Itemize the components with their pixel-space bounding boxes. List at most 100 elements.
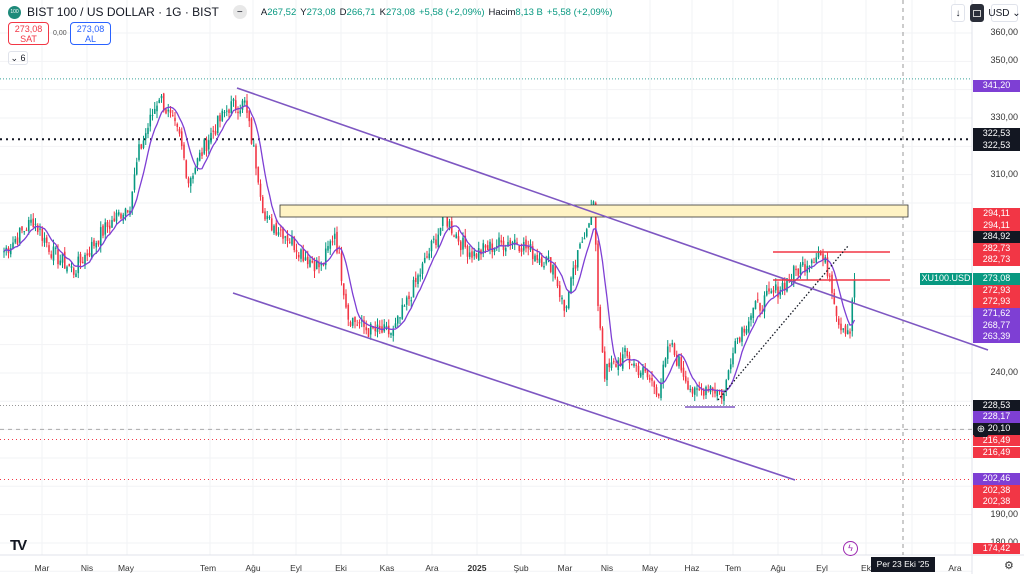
candle <box>662 364 665 383</box>
candle <box>511 242 514 244</box>
candle <box>97 240 100 245</box>
price-label: 282,73 <box>973 254 1020 266</box>
lightning-icon[interactable]: ϟ <box>843 541 858 556</box>
candle <box>72 268 75 275</box>
candle <box>772 290 775 293</box>
candle <box>169 109 172 113</box>
rising-trendline <box>717 245 849 401</box>
symbol-title[interactable]: BIST 100 / US DOLLAR · 1G · BIST <box>27 5 219 19</box>
candle <box>840 323 842 331</box>
candle <box>795 268 797 271</box>
candle <box>736 337 739 339</box>
candle <box>311 261 314 263</box>
collapse-icon[interactable]: − <box>232 5 247 19</box>
candle <box>399 317 401 319</box>
time-tick: Eyl <box>816 563 828 573</box>
candle <box>633 363 635 366</box>
candle <box>45 237 48 243</box>
candle <box>171 115 174 117</box>
candle <box>588 223 590 228</box>
candle <box>545 257 548 264</box>
candle <box>732 353 734 365</box>
candle <box>126 210 129 213</box>
sell-button[interactable]: 273,08 SAT <box>8 22 49 45</box>
candle <box>477 248 480 261</box>
candle <box>705 386 707 396</box>
candle <box>716 390 719 397</box>
scroll-down-button[interactable]: ↓ <box>951 4 965 22</box>
candle <box>25 229 28 231</box>
add-alert-button[interactable]: ⊕ <box>974 424 988 437</box>
spread-value: 0,00 <box>53 30 67 37</box>
lower-trendline <box>232 292 796 481</box>
candle <box>54 247 57 249</box>
candle <box>579 243 581 249</box>
candle <box>367 328 370 337</box>
tradingview-logo[interactable]: TV <box>10 537 27 554</box>
candle <box>441 213 444 226</box>
candle <box>396 316 399 324</box>
candle <box>518 245 521 251</box>
settings-icon[interactable]: ⚙ <box>1004 560 1014 572</box>
candle <box>516 242 518 245</box>
candle <box>826 257 829 277</box>
candle <box>817 251 820 258</box>
candle <box>250 118 253 144</box>
candle <box>70 266 73 268</box>
candle <box>306 256 309 265</box>
candle <box>221 110 224 121</box>
price-label: 228,53 <box>973 399 1020 412</box>
candle <box>779 290 782 296</box>
candle <box>468 252 471 257</box>
arrow-down-icon: ↓ <box>955 7 961 19</box>
candle <box>691 388 694 394</box>
candle <box>475 253 478 258</box>
candle <box>313 261 316 272</box>
candle <box>842 328 845 330</box>
candle <box>792 266 795 282</box>
candle <box>243 100 246 103</box>
candle <box>471 251 473 258</box>
candle <box>259 183 262 197</box>
candle <box>624 348 626 352</box>
candle <box>167 109 170 112</box>
candle <box>781 282 784 291</box>
candle <box>284 236 287 238</box>
time-tick: Şub <box>513 563 529 573</box>
candle <box>644 367 647 372</box>
candle <box>264 211 266 220</box>
candle <box>230 101 233 114</box>
candle <box>57 249 59 265</box>
candle <box>522 241 525 251</box>
candle <box>608 362 611 368</box>
candle <box>482 243 485 254</box>
fullscreen-button[interactable] <box>970 4 984 22</box>
indicators-toggle[interactable]: ⌄ 6 <box>8 51 28 65</box>
price-label: 228,17 <box>973 411 1020 423</box>
price-label: 273,08 <box>973 273 1020 285</box>
candle <box>50 254 53 258</box>
candle <box>43 237 46 243</box>
candle <box>135 162 138 175</box>
candle <box>439 227 442 235</box>
candle <box>293 237 296 251</box>
candle <box>329 241 332 249</box>
price-label: 284,92 <box>973 231 1020 243</box>
candle <box>385 325 388 327</box>
candle <box>567 290 570 309</box>
buy-button[interactable]: 273,08 AL <box>70 22 111 45</box>
candle <box>252 145 255 147</box>
currency-select[interactable]: USD ⌄ <box>988 4 1021 22</box>
candle <box>347 304 350 320</box>
candle <box>619 358 622 366</box>
candle <box>178 129 181 134</box>
candle <box>651 377 653 381</box>
candle <box>237 111 239 114</box>
candle <box>723 394 725 402</box>
candle <box>770 291 773 294</box>
candle <box>39 228 41 230</box>
candle <box>774 284 777 291</box>
candle <box>549 257 552 272</box>
candle <box>27 219 30 231</box>
